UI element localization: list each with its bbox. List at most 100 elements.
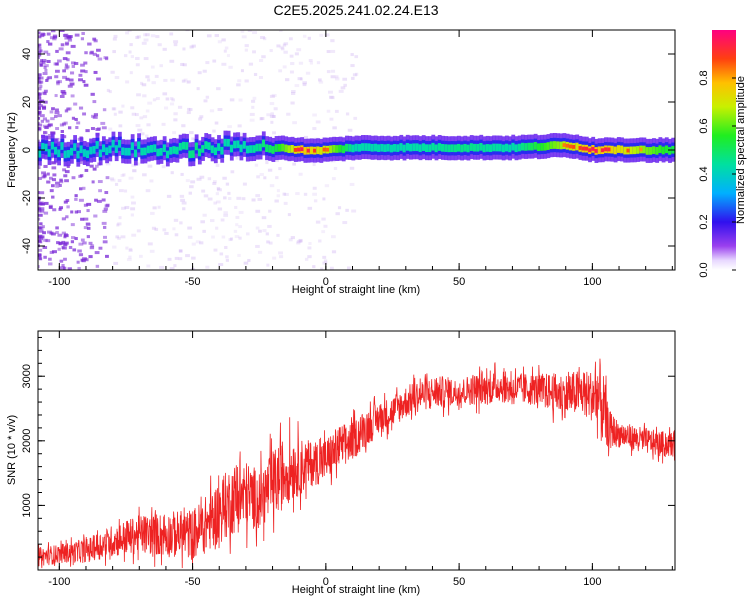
- noise-blob: [69, 82, 75, 86]
- noise-blob: [86, 226, 91, 230]
- noise-blob: [52, 208, 57, 212]
- noise-blob: [251, 105, 255, 109]
- noise-blob: [143, 57, 149, 61]
- ridge-core: [402, 144, 407, 153]
- noise-blob: [249, 112, 255, 116]
- noise-blob: [322, 197, 326, 201]
- noise-blob: [269, 49, 273, 53]
- noise-blob: [237, 124, 242, 128]
- noise-blob: [66, 58, 70, 62]
- noise-blob: [117, 179, 122, 183]
- noise-blob: [43, 66, 47, 70]
- noise-blob: [39, 84, 43, 88]
- spectrogram-xlabel: Height of straight line (km): [292, 284, 420, 296]
- noise-blob: [55, 226, 59, 230]
- noise-blob: [202, 69, 207, 73]
- ridge-core: [101, 144, 106, 153]
- noise-blob: [131, 201, 136, 205]
- noise-blob: [269, 94, 275, 98]
- noise-blob: [321, 217, 326, 221]
- noise-blob: [290, 92, 296, 96]
- spectrogram-ticks: -100 -50 0 50 100 -40 -20 0 20 40: [21, 30, 675, 288]
- noise-blob: [259, 117, 263, 121]
- noise-blob: [335, 212, 340, 216]
- noise-blob: [43, 164, 48, 168]
- noise-blob: [68, 245, 73, 249]
- noise-blob: [42, 245, 48, 249]
- noise-blob: [140, 81, 144, 85]
- noise-blob: [39, 63, 44, 67]
- noise-blob: [71, 61, 76, 65]
- noise-blob: [252, 50, 256, 54]
- noise-blob: [128, 255, 132, 259]
- noise-blob: [303, 135, 309, 139]
- noise-blob: [63, 174, 68, 178]
- snr-series: [38, 358, 675, 569]
- noise-blob: [351, 209, 357, 213]
- noise-blob: [83, 83, 89, 87]
- noise-blob: [100, 121, 106, 125]
- noise-blob: [331, 235, 336, 239]
- noise-blob: [82, 80, 86, 84]
- noise-blob: [71, 236, 76, 240]
- noise-blob: [38, 43, 42, 47]
- noise-blob: [275, 176, 279, 180]
- noise-blob: [49, 110, 54, 114]
- noise-blob: [354, 55, 359, 59]
- x-tick-label: 50: [453, 276, 465, 288]
- noise-blob: [282, 192, 286, 196]
- noise-blob: [202, 213, 207, 217]
- ridge-core: [652, 146, 656, 154]
- noise-blob: [169, 102, 175, 106]
- noise-blob: [173, 264, 177, 268]
- noise-blob: [125, 246, 129, 250]
- noise-blob: [112, 37, 117, 41]
- ridge-core: [380, 143, 385, 152]
- noise-blob: [51, 195, 55, 199]
- noise-blob: [62, 122, 66, 126]
- noise-blob: [186, 80, 190, 84]
- noise-blob: [72, 248, 77, 252]
- noise-blob: [78, 78, 83, 82]
- noise-blob: [261, 55, 266, 59]
- noise-blob: [350, 64, 355, 68]
- ridge-core: [463, 143, 468, 152]
- ridge-core: [156, 148, 161, 157]
- noise-blob: [269, 184, 275, 188]
- noise-blob: [80, 238, 85, 242]
- ridge-peak: [325, 147, 330, 152]
- noise-blob: [244, 44, 249, 48]
- noise-blob: [355, 72, 359, 76]
- noise-blob: [38, 121, 40, 125]
- noise-blob: [276, 44, 281, 48]
- noise-blob: [288, 238, 293, 242]
- noise-blob: [125, 80, 130, 84]
- noise-blob: [62, 266, 67, 270]
- noise-blob: [205, 61, 210, 65]
- ridge-core: [229, 144, 234, 153]
- noise-blob: [66, 164, 70, 168]
- noise-blob: [305, 71, 311, 75]
- noise-blob: [49, 250, 54, 254]
- noise-blob: [77, 266, 81, 270]
- noise-blob: [187, 226, 192, 230]
- noise-blob: [56, 80, 60, 84]
- noise-blob: [66, 205, 70, 209]
- noise-blob: [38, 226, 42, 230]
- ridge-core: [57, 149, 61, 158]
- noise-blob: [101, 221, 107, 225]
- ridge-core: [233, 140, 237, 149]
- noise-blob: [103, 235, 107, 239]
- noise-blob: [205, 95, 210, 99]
- noise-blob: [141, 41, 147, 45]
- ridge-peak: [568, 144, 573, 149]
- noise-blob: [64, 63, 69, 67]
- ridge-core: [319, 147, 324, 155]
- noise-blob: [224, 46, 229, 50]
- noise-blob: [132, 169, 137, 173]
- noise-blob: [256, 175, 260, 179]
- noise-blob: [198, 117, 203, 121]
- noise-blob: [112, 107, 117, 111]
- noise-blob: [39, 61, 43, 65]
- noise-blob: [118, 110, 123, 114]
